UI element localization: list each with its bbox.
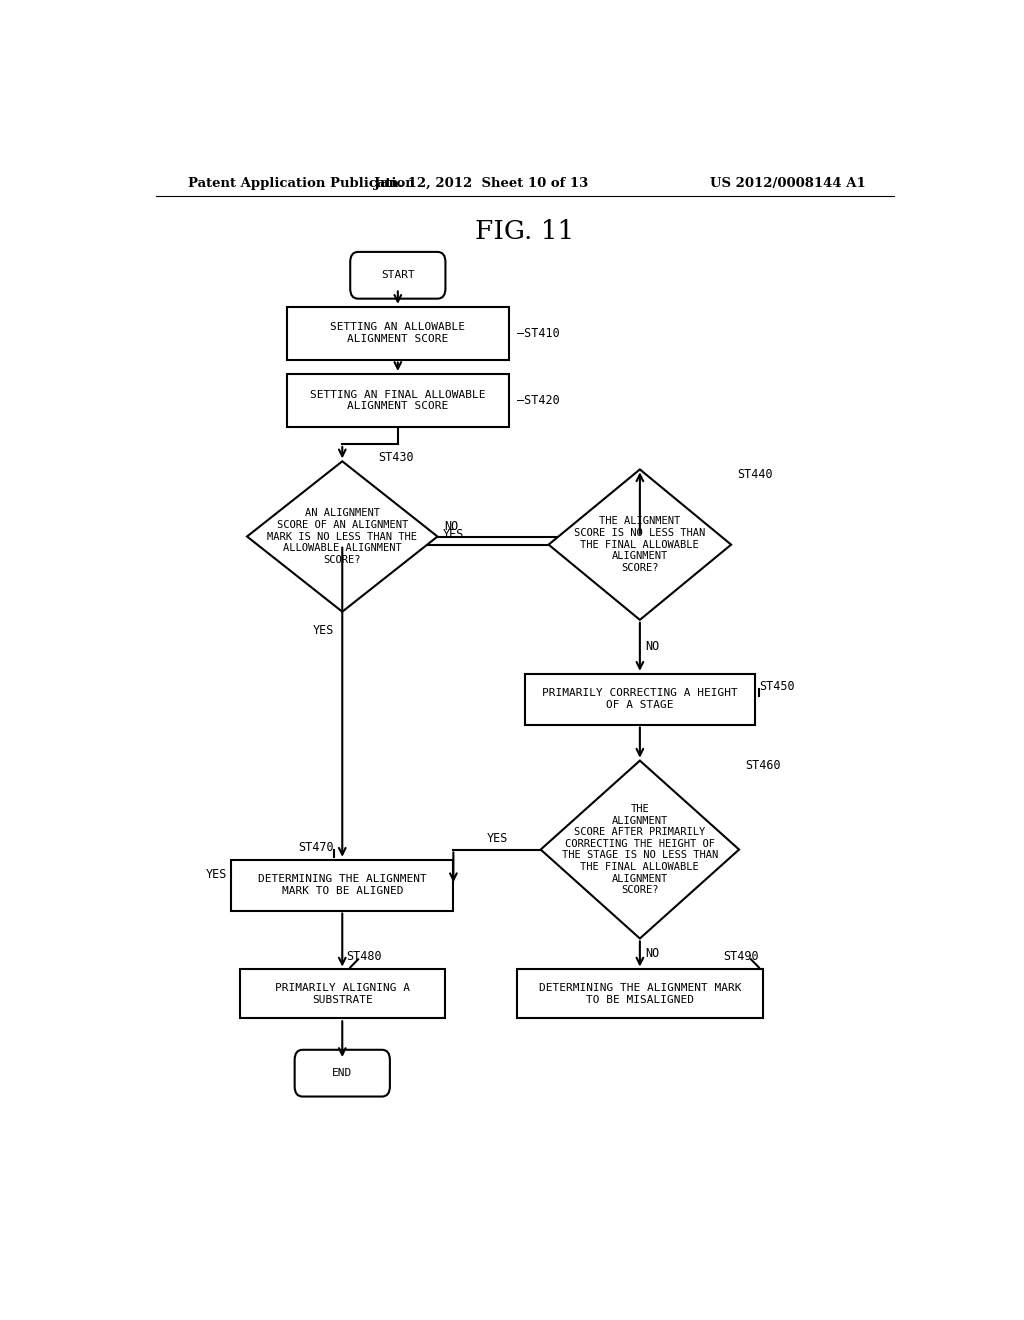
Bar xyxy=(287,306,509,359)
Text: SETTING AN FINAL ALLOWABLE
ALIGNMENT SCORE: SETTING AN FINAL ALLOWABLE ALIGNMENT SCO… xyxy=(310,389,485,411)
FancyBboxPatch shape xyxy=(295,1049,390,1097)
Text: START: START xyxy=(381,271,415,280)
Polygon shape xyxy=(549,470,731,620)
Bar xyxy=(231,859,454,911)
Text: AN ALIGNMENT
SCORE OF AN ALIGNMENT
MARK IS NO LESS THAN THE
ALLOWABLE ALIGNMENT
: AN ALIGNMENT SCORE OF AN ALIGNMENT MARK … xyxy=(267,508,417,565)
Polygon shape xyxy=(541,760,739,939)
Text: DETERMINING THE ALIGNMENT MARK
TO BE MISALIGNED: DETERMINING THE ALIGNMENT MARK TO BE MIS… xyxy=(539,983,741,1005)
Text: YES: YES xyxy=(442,528,464,541)
FancyBboxPatch shape xyxy=(350,252,445,298)
Text: NO: NO xyxy=(645,948,659,961)
Bar xyxy=(517,969,763,1018)
Text: ST450: ST450 xyxy=(759,680,795,693)
Text: THE
ALIGNMENT
SCORE AFTER PRIMARILY
CORRECTING THE HEIGHT OF
THE STAGE IS NO LES: THE ALIGNMENT SCORE AFTER PRIMARILY CORR… xyxy=(562,804,718,895)
Bar xyxy=(240,969,444,1018)
Text: —ST420: —ST420 xyxy=(517,393,559,407)
Text: ST470: ST470 xyxy=(299,841,334,854)
Text: ST440: ST440 xyxy=(737,469,773,480)
Text: NO: NO xyxy=(645,640,659,653)
Text: NO: NO xyxy=(443,520,458,533)
Text: YES: YES xyxy=(486,832,508,845)
Bar xyxy=(287,374,509,426)
Text: Jan. 12, 2012  Sheet 10 of 13: Jan. 12, 2012 Sheet 10 of 13 xyxy=(374,177,588,190)
Text: FIG. 11: FIG. 11 xyxy=(475,219,574,244)
Text: YES: YES xyxy=(206,869,227,882)
Text: END: END xyxy=(332,1068,352,1078)
Text: THE ALIGNMENT
SCORE IS NO LESS THAN
THE FINAL ALLOWABLE
ALIGNMENT
SCORE?: THE ALIGNMENT SCORE IS NO LESS THAN THE … xyxy=(574,516,706,573)
Text: PRIMARILY ALIGNING A
SUBSTRATE: PRIMARILY ALIGNING A SUBSTRATE xyxy=(274,983,410,1005)
Text: DETERMINING THE ALIGNMENT
MARK TO BE ALIGNED: DETERMINING THE ALIGNMENT MARK TO BE ALI… xyxy=(258,874,427,896)
Text: —ST410: —ST410 xyxy=(517,327,559,339)
Text: ST480: ST480 xyxy=(346,950,382,962)
Text: Patent Application Publication: Patent Application Publication xyxy=(187,177,415,190)
Polygon shape xyxy=(247,461,437,611)
Bar xyxy=(524,673,755,725)
Text: PRIMARILY CORRECTING A HEIGHT
OF A STAGE: PRIMARILY CORRECTING A HEIGHT OF A STAGE xyxy=(542,688,737,710)
Text: SETTING AN ALLOWABLE
ALIGNMENT SCORE: SETTING AN ALLOWABLE ALIGNMENT SCORE xyxy=(331,322,465,345)
Text: YES: YES xyxy=(313,623,334,636)
Text: ST430: ST430 xyxy=(378,450,414,463)
Text: US 2012/0008144 A1: US 2012/0008144 A1 xyxy=(711,177,866,190)
Text: ST490: ST490 xyxy=(723,950,759,962)
Text: ST460: ST460 xyxy=(745,759,781,772)
